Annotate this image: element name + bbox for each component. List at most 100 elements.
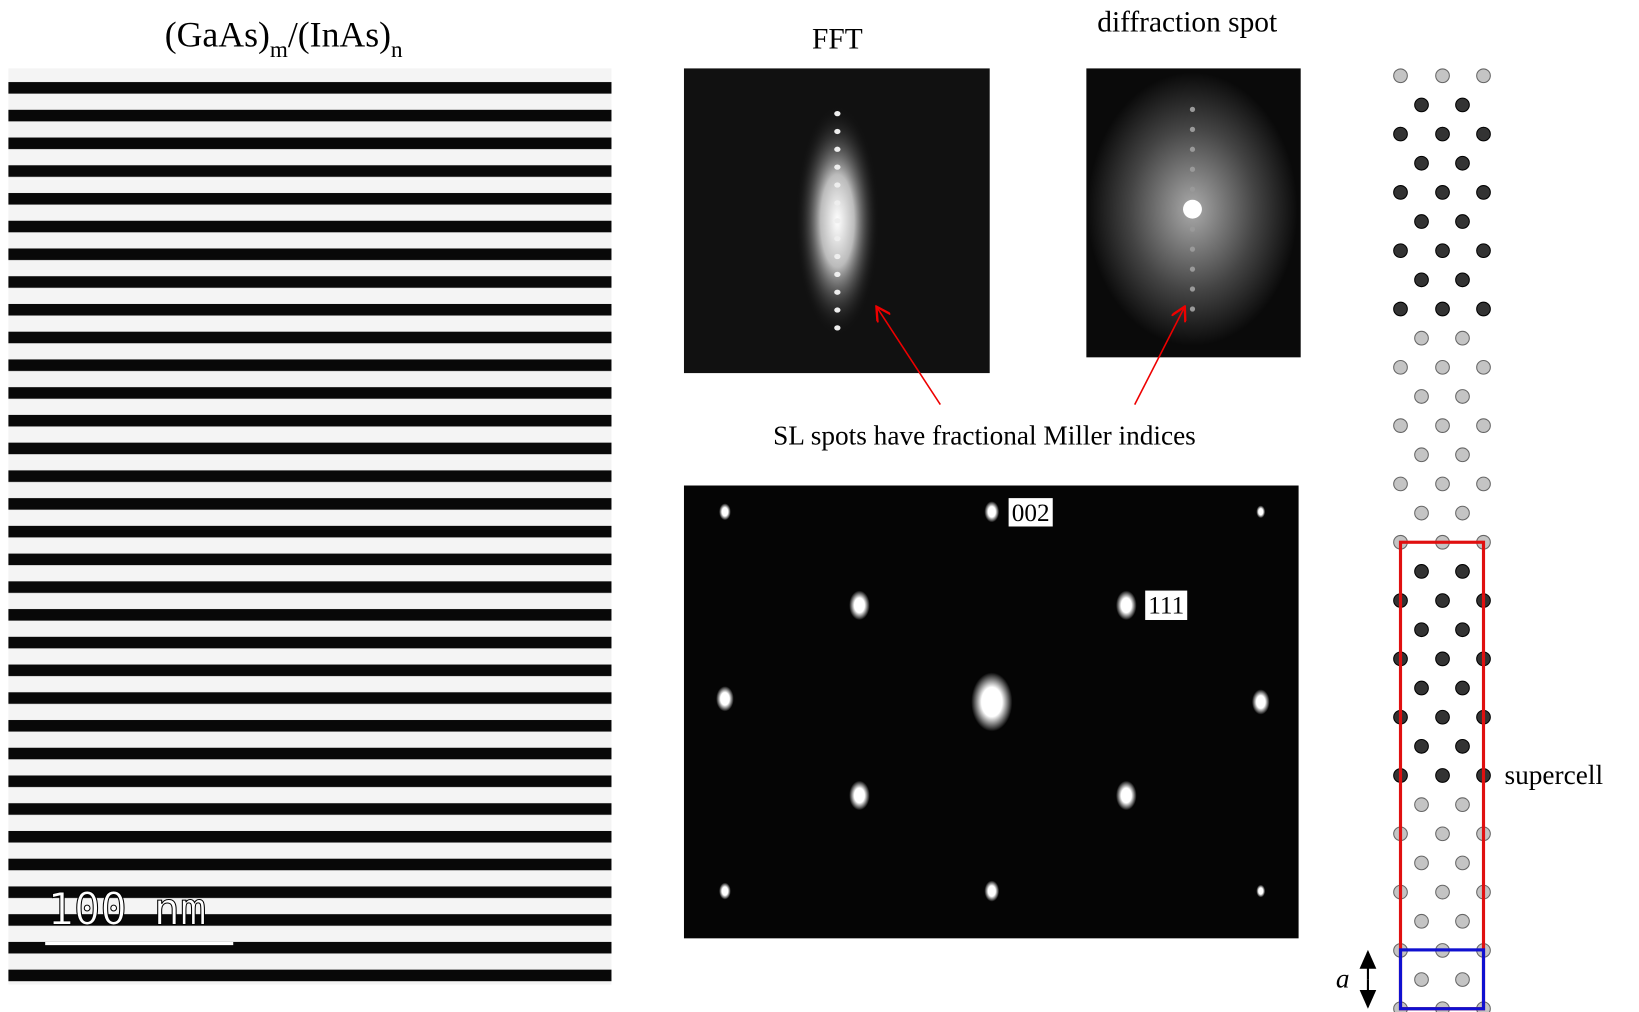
atom bbox=[1435, 1001, 1450, 1012]
annotation: SL spots have fractional Miller indices bbox=[773, 421, 1196, 451]
atom bbox=[1414, 855, 1429, 871]
atom bbox=[1435, 709, 1450, 725]
atom bbox=[1435, 126, 1450, 142]
atom bbox=[1455, 738, 1470, 754]
spot bbox=[719, 882, 731, 900]
atom bbox=[1455, 272, 1470, 288]
atom bbox=[1455, 214, 1470, 229]
spot bbox=[1115, 780, 1137, 811]
atom bbox=[1476, 301, 1491, 317]
a-label: a bbox=[1336, 964, 1350, 994]
atom bbox=[1414, 330, 1429, 346]
atom bbox=[1414, 97, 1429, 113]
atom bbox=[1455, 389, 1470, 404]
spot bbox=[1256, 884, 1266, 898]
spot bbox=[834, 146, 841, 152]
atom bbox=[1476, 418, 1491, 433]
atom bbox=[1435, 359, 1450, 375]
atom bbox=[1393, 476, 1408, 492]
atom bbox=[1476, 243, 1491, 259]
arrow bbox=[877, 308, 941, 406]
atom bbox=[1455, 680, 1470, 696]
unit-cell-box bbox=[1398, 948, 1486, 1011]
central-spot bbox=[1183, 199, 1202, 219]
atom bbox=[1414, 447, 1429, 463]
atom bbox=[1414, 622, 1429, 638]
spot bbox=[1189, 186, 1196, 192]
spot bbox=[834, 271, 841, 277]
atom bbox=[1414, 972, 1429, 987]
spot bbox=[1189, 266, 1196, 272]
spot bbox=[849, 780, 870, 811]
atom bbox=[1455, 505, 1470, 521]
atom bbox=[1435, 884, 1450, 900]
atom bbox=[1476, 476, 1491, 492]
spot bbox=[1189, 226, 1196, 232]
arrow bbox=[1133, 308, 1184, 405]
atom bbox=[1393, 243, 1408, 259]
atom bbox=[1414, 680, 1429, 696]
spot bbox=[834, 289, 841, 295]
spot bbox=[984, 501, 1000, 523]
spot bbox=[834, 325, 841, 331]
atom bbox=[1414, 913, 1429, 929]
spot bbox=[834, 110, 841, 117]
spot bbox=[716, 686, 734, 712]
atom bbox=[1393, 359, 1408, 375]
sad-spots bbox=[716, 501, 1270, 902]
atom bbox=[1414, 797, 1429, 812]
atom bbox=[1414, 564, 1429, 579]
spot bbox=[1189, 126, 1196, 132]
tem-image bbox=[8, 68, 612, 985]
atom bbox=[1393, 68, 1408, 84]
atom bbox=[1435, 768, 1450, 783]
spot bbox=[1189, 286, 1196, 292]
spot bbox=[1115, 590, 1137, 620]
atom bbox=[1455, 155, 1470, 171]
spot bbox=[834, 164, 841, 170]
atom bbox=[1455, 913, 1470, 929]
atom bbox=[1435, 301, 1450, 317]
spot-label: 002 bbox=[1012, 500, 1050, 527]
atom bbox=[1435, 68, 1450, 84]
fft-title: FFT bbox=[812, 23, 863, 55]
spot bbox=[1189, 306, 1196, 312]
spot-label: 111 bbox=[1148, 593, 1184, 620]
spot bbox=[1189, 106, 1196, 113]
atom bbox=[1435, 826, 1450, 842]
spot bbox=[719, 503, 731, 521]
atom bbox=[1414, 272, 1429, 288]
atom bbox=[1393, 185, 1408, 200]
atom bbox=[1455, 564, 1470, 579]
spot bbox=[849, 590, 870, 620]
atom bbox=[1476, 359, 1491, 375]
spot bbox=[834, 200, 841, 206]
spot bbox=[834, 235, 841, 242]
atom bbox=[1476, 68, 1491, 84]
label-box bbox=[1008, 498, 1053, 527]
spot bbox=[1256, 505, 1266, 519]
spot bbox=[834, 218, 841, 224]
atom bbox=[1455, 855, 1470, 871]
atom bbox=[1455, 447, 1470, 463]
atom bbox=[1414, 389, 1429, 404]
label-box bbox=[1145, 590, 1188, 620]
atom bbox=[1476, 185, 1491, 200]
atom bbox=[1455, 330, 1470, 346]
scale-bar-label: 100 nm bbox=[47, 885, 206, 936]
spot bbox=[1189, 246, 1196, 252]
spot bbox=[834, 253, 841, 260]
lattice bbox=[1393, 68, 1491, 1012]
fft-spots bbox=[834, 110, 841, 331]
diffraction-title: diffraction spot bbox=[1097, 7, 1277, 39]
atom bbox=[1393, 418, 1408, 433]
atom bbox=[1435, 593, 1450, 608]
atom bbox=[1455, 797, 1470, 812]
atom bbox=[1435, 418, 1450, 433]
atom bbox=[1455, 972, 1470, 987]
atom bbox=[1393, 301, 1408, 317]
atom bbox=[1414, 738, 1429, 754]
atom bbox=[1435, 651, 1450, 667]
atom bbox=[1435, 476, 1450, 492]
